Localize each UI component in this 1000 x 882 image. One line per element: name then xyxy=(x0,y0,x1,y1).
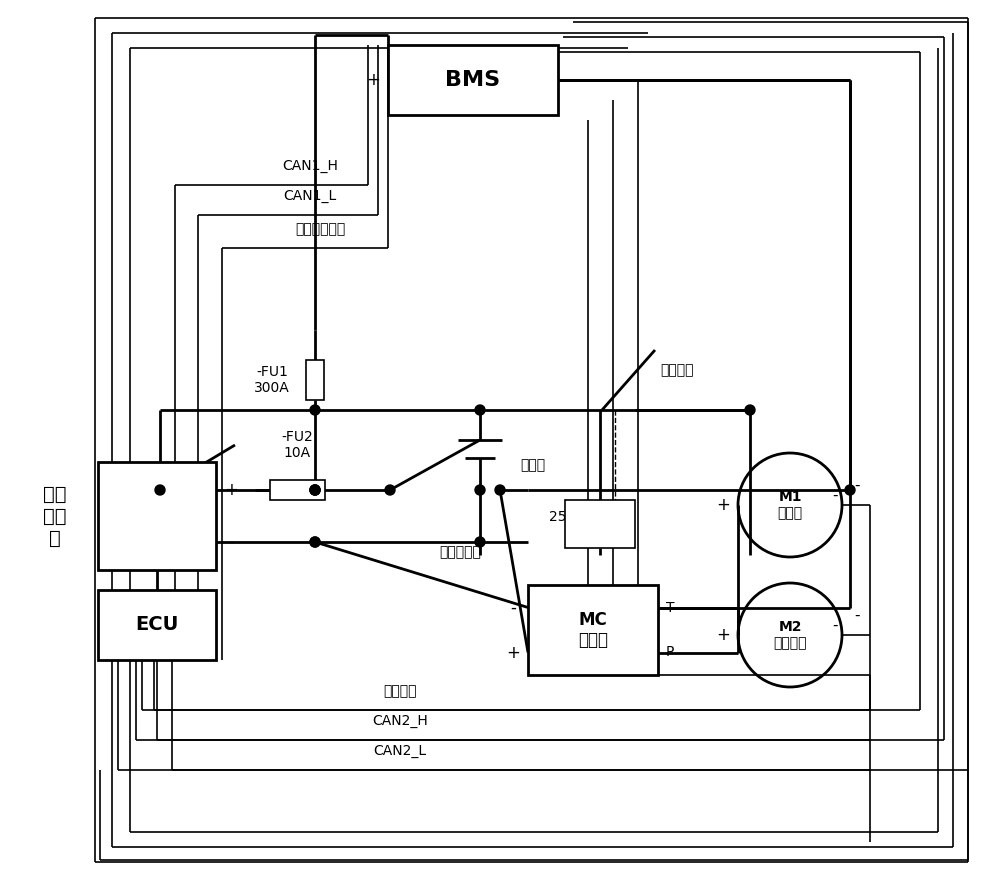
Circle shape xyxy=(475,537,485,547)
Text: M1
泵电机: M1 泵电机 xyxy=(777,490,803,520)
Text: CAN1_L: CAN1_L xyxy=(283,189,337,203)
Bar xyxy=(98,462,216,570)
Circle shape xyxy=(310,485,320,495)
Text: 主接触器: 主接触器 xyxy=(660,363,694,377)
Bar xyxy=(98,590,216,660)
Text: -: - xyxy=(567,71,573,89)
Circle shape xyxy=(475,485,485,495)
Text: P: P xyxy=(666,646,674,660)
Text: 钉匙
开关: 钉匙 开关 xyxy=(187,515,203,545)
Circle shape xyxy=(310,405,320,415)
Circle shape xyxy=(310,537,320,547)
Text: CAN2_H: CAN2_H xyxy=(372,714,428,728)
Text: -: - xyxy=(854,477,860,492)
Circle shape xyxy=(745,405,755,415)
Text: 钉匙唤醒信号: 钉匙唤醒信号 xyxy=(295,222,345,236)
Text: MC
驱动器: MC 驱动器 xyxy=(578,610,608,649)
Bar xyxy=(388,45,558,115)
Text: -: - xyxy=(510,599,516,617)
Circle shape xyxy=(475,405,485,415)
Text: +: + xyxy=(716,626,730,644)
Text: CAN2_L: CAN2_L xyxy=(373,744,427,758)
Text: -: - xyxy=(832,488,838,503)
Circle shape xyxy=(310,485,320,495)
Bar xyxy=(528,585,658,675)
Bar xyxy=(306,360,324,400)
Text: -: - xyxy=(228,533,234,551)
Text: T: T xyxy=(666,601,674,615)
Circle shape xyxy=(385,485,395,495)
Text: 车载
充电
机: 车载 充电 机 xyxy=(43,484,67,548)
Text: -FU2
10A: -FU2 10A xyxy=(281,430,313,460)
Text: BMS: BMS xyxy=(445,70,501,90)
Text: -FU1
300A: -FU1 300A xyxy=(254,365,290,395)
Circle shape xyxy=(845,485,855,495)
Circle shape xyxy=(495,485,505,495)
Text: +: + xyxy=(224,481,238,499)
Text: -: - xyxy=(832,617,838,632)
Text: 锂电池: 锂电池 xyxy=(520,458,545,472)
Text: 250A: 250A xyxy=(549,510,585,524)
Bar xyxy=(270,480,325,500)
Circle shape xyxy=(310,537,320,547)
Circle shape xyxy=(155,485,165,495)
Bar xyxy=(565,500,635,548)
Text: M2
行走电机: M2 行走电机 xyxy=(773,620,807,650)
Text: -: - xyxy=(854,608,860,623)
Text: CAN1_H: CAN1_H xyxy=(282,159,338,173)
Text: 电源总开关: 电源总开关 xyxy=(439,545,481,559)
Circle shape xyxy=(310,485,320,495)
Text: +: + xyxy=(506,644,520,662)
Text: +: + xyxy=(716,496,730,514)
Text: 控制信号: 控制信号 xyxy=(383,684,417,698)
Text: ECU: ECU xyxy=(135,616,179,634)
Text: +: + xyxy=(366,71,380,89)
